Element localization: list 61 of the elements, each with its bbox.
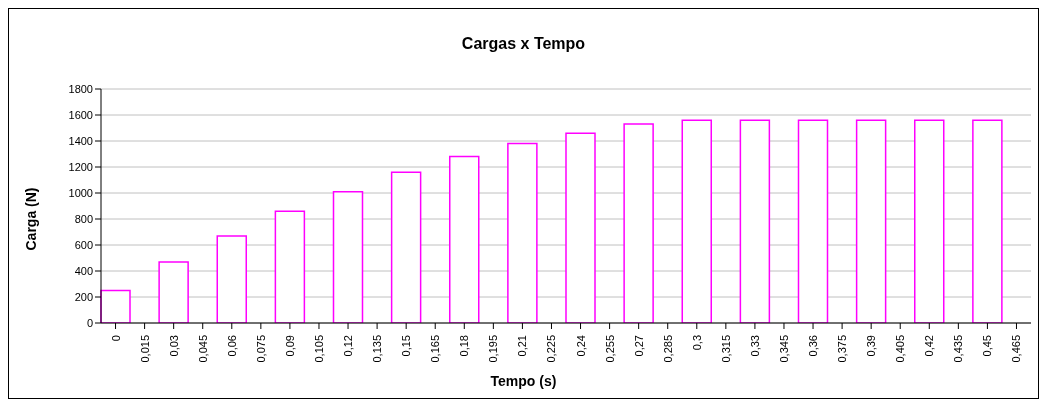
x-tick-label: 0,045 [196, 335, 209, 363]
bar [623, 123, 654, 323]
x-axis-title: Tempo (s) [489, 373, 558, 389]
y-tick-label: 1600 [68, 108, 93, 121]
x-tick-label: 0,165 [429, 335, 442, 363]
y-tick-label: 800 [74, 212, 93, 225]
bar [100, 289, 131, 323]
x-tick-label: 0,255 [603, 335, 616, 363]
x-tick-label: 0,33 [748, 335, 761, 357]
x-tick-label: 0,075 [254, 335, 267, 363]
y-tick-label: 0 [86, 316, 93, 329]
x-tick-label: 0,405 [894, 335, 907, 363]
y-tick-label: 600 [74, 238, 93, 251]
x-tick-label: 0,135 [371, 335, 384, 363]
y-tick-label: 1200 [68, 160, 93, 173]
bar [565, 132, 596, 323]
x-tick-label: 0,315 [719, 335, 732, 363]
bar [972, 119, 1003, 323]
bar [274, 210, 306, 323]
x-tick-label: 0,27 [632, 335, 645, 357]
x-tick-label: 0,18 [458, 335, 471, 357]
bar [914, 119, 945, 323]
bar [855, 119, 887, 323]
x-tick-label: 0,24 [574, 335, 587, 357]
x-tick-label: 0,06 [225, 335, 238, 357]
bar [158, 261, 189, 323]
bar [449, 155, 480, 323]
x-tick-label: 0,03 [167, 335, 180, 357]
x-tick-label: 0,195 [487, 335, 500, 363]
x-tick-label: 0,015 [138, 335, 151, 363]
x-tick-label: 0,45 [981, 335, 994, 357]
x-tick-label: 0,435 [952, 335, 965, 363]
x-tick-label: 0,15 [400, 335, 413, 357]
y-tick-label: 1800 [68, 82, 93, 95]
bar [739, 119, 771, 323]
x-tick-label: 0,42 [923, 335, 936, 357]
x-tick-label: 0,21 [516, 335, 529, 357]
x-tick-label: 0,465 [1010, 335, 1023, 363]
x-tick-label: 0,345 [777, 335, 790, 363]
bar [332, 190, 364, 323]
x-tick-label: 0,105 [312, 335, 325, 363]
x-tick-label: 0,39 [865, 335, 878, 357]
chart-title: Cargas x Tempo [460, 35, 587, 53]
x-tick-label: 0,225 [545, 335, 558, 363]
y-tick-label: 1400 [68, 134, 93, 147]
bar [390, 171, 422, 323]
bar [681, 119, 712, 323]
x-tick-label: 0,12 [342, 335, 355, 357]
y-tick-label: 200 [74, 290, 93, 303]
bar [797, 119, 829, 323]
x-tick-label: 0,36 [807, 335, 820, 357]
x-tick-label: 0,375 [836, 335, 849, 363]
y-tick-label: 400 [74, 264, 93, 277]
x-tick-label: 0 [109, 335, 122, 342]
x-tick-label: 0,09 [283, 335, 296, 357]
y-tick-label: 1000 [68, 186, 93, 199]
x-tick-label: 0,285 [661, 335, 674, 363]
x-tick-label: 0,3 [690, 335, 703, 351]
y-axis-title: Carga (N) [23, 187, 39, 251]
bar [216, 235, 247, 323]
bar [507, 142, 538, 323]
